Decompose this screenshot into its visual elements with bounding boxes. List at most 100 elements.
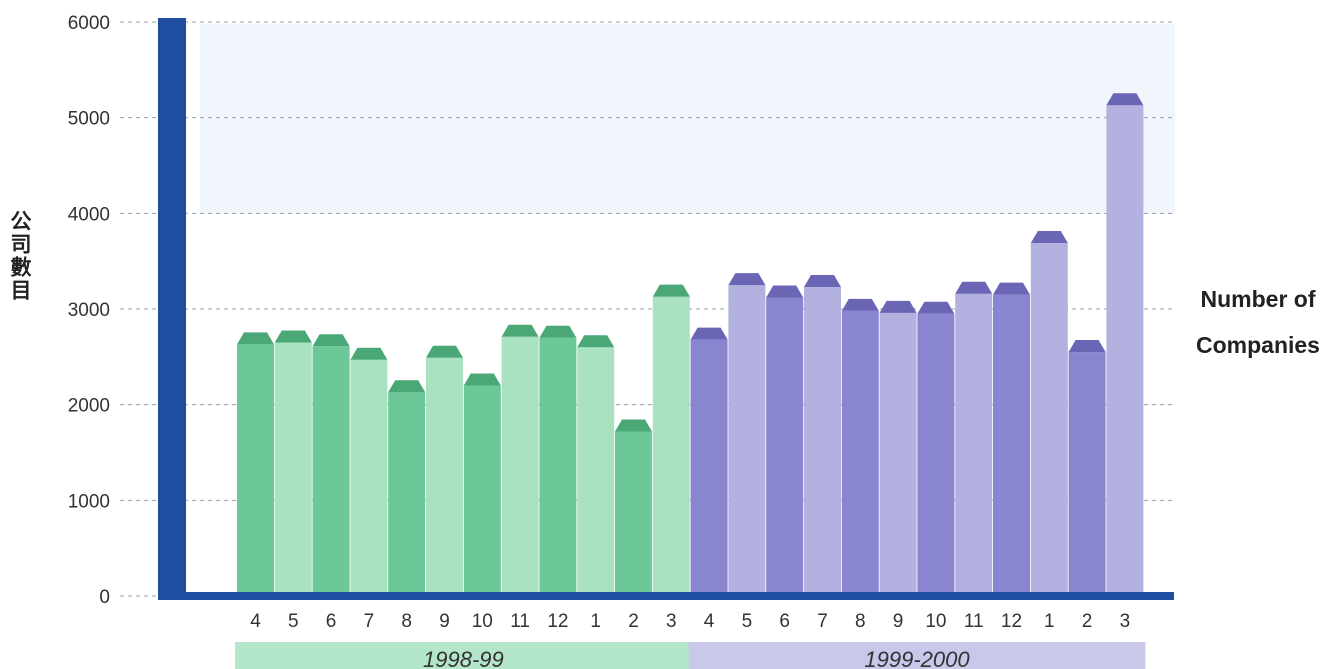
bar-body [804,286,841,596]
x-tick-label: 9 [893,611,904,632]
y-tick-label: 5000 [68,109,110,130]
y-axis-label-english: Number of Companies [1196,286,1320,358]
bar-body [274,342,312,596]
x-tick-label: 7 [817,611,828,632]
bar-body [1030,242,1068,597]
bar-body [841,310,879,596]
bar-cap [615,419,652,432]
bar-body [993,294,1030,596]
bar [539,325,577,596]
backdrop-panel [200,24,1175,214]
bar [1106,93,1144,596]
x-tick-label: 9 [439,611,450,632]
bar-body [917,313,955,596]
period-label: 1998-99 [423,647,504,669]
bar-cap [463,373,501,386]
bar-body [312,346,350,596]
bar-cap [728,273,766,286]
y-tick-label: 4000 [68,204,110,225]
bar-cap [426,345,463,358]
bar-body [577,347,615,596]
x-tick-label: 3 [666,611,677,632]
x-axis-bar [158,592,1174,600]
bar [312,334,350,596]
bar-cap [993,282,1030,295]
x-tick-label: 12 [547,611,568,632]
bar-body [1106,105,1144,596]
y-tick-label: 2000 [68,396,110,417]
period-band [688,642,1146,669]
x-tick-label: 10 [472,611,493,632]
x-tick-label: 6 [779,611,790,632]
x-tick-label: 11 [964,611,984,632]
x-tick-label: 8 [401,611,412,632]
bar-cap [539,325,577,338]
x-tick-label: 11 [510,611,530,632]
x-tick-label: 2 [1082,611,1093,632]
x-tick-label: 1 [590,611,601,632]
x-tick-label: 12 [1001,611,1022,632]
bar-cap [1030,230,1068,243]
y-axis-label-chinese: 公司數目 [8,210,33,302]
y-tick-label: 3000 [68,300,110,321]
bar [237,332,274,596]
y-axis-bar [158,18,186,600]
bar-body [615,431,652,596]
bar-cap [274,330,312,343]
x-tick-label: 1 [1044,611,1055,632]
bar-cap [841,298,879,311]
bar [274,330,312,596]
bar-cap [1068,340,1106,353]
bar [841,298,879,596]
bar-body [955,293,993,596]
bar [879,300,917,596]
bar-cap [955,281,993,294]
bar-body [728,285,766,596]
x-tick-label: 7 [364,611,375,632]
bar [690,327,728,596]
bar [955,281,993,596]
bar-body [1068,352,1106,596]
bar-cap [350,347,388,360]
x-tick-label: 4 [250,611,261,632]
bar [350,347,388,596]
period-label: 1999-2000 [864,647,970,669]
bar-cap [388,380,426,393]
bar [426,345,463,596]
x-tick-label: 2 [628,611,639,632]
bar [804,274,841,596]
y-tick-label: 0 [99,587,110,608]
bar-cap [237,332,274,345]
bar [388,380,426,596]
bar-cap [766,285,804,298]
bar-body [501,336,539,596]
bar-cap [804,274,841,287]
bar-body [237,344,274,596]
bar-body [350,359,388,596]
bar-body [766,297,804,596]
bar-body [690,339,728,596]
bar-cap [501,324,539,337]
bar [993,282,1030,596]
bar-body [879,312,917,596]
x-tick-label: 8 [855,611,866,632]
bar-body [388,392,426,596]
x-tick-label: 3 [1120,611,1131,632]
x-tick-label: 5 [742,611,753,632]
bar-body [426,357,463,596]
bar [766,285,804,596]
bar-cap [690,327,728,340]
bar-cap [652,284,690,297]
period-band [235,642,692,669]
bar-cap [577,335,615,348]
bar [615,419,652,596]
bar-body [652,296,690,596]
x-tick-label: 6 [326,611,337,632]
bar [1068,340,1106,596]
bar-cap [879,300,917,313]
bar-cap [917,301,955,314]
bar-cap [1106,93,1144,106]
x-tick-label: 10 [925,611,946,632]
